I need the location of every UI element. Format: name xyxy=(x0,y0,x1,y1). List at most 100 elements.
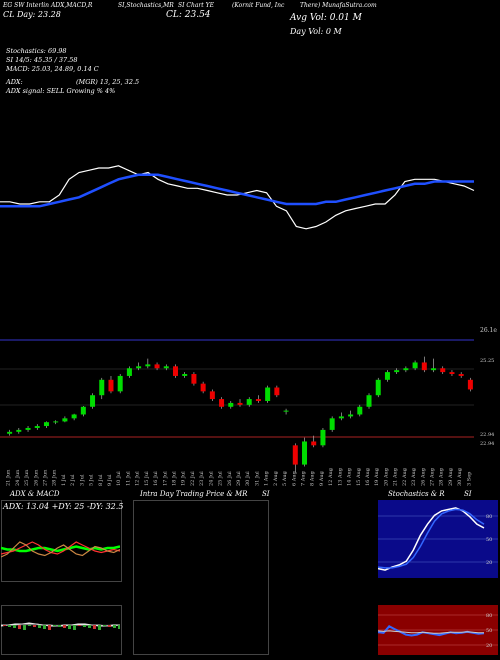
candle-body xyxy=(154,364,160,369)
candle-body xyxy=(348,414,354,417)
macd-histogram-bar xyxy=(23,625,26,630)
x-tick-label: 28 Aug xyxy=(439,467,445,486)
x-tick-label: 25 Jul xyxy=(218,471,224,486)
macd-histogram-bar xyxy=(48,625,51,630)
candle-body xyxy=(191,374,197,384)
header-line1-c: SI Chart YE xyxy=(178,2,214,9)
avg-volume: Avg Vol: 0.01 M xyxy=(290,13,362,23)
candle-body xyxy=(25,427,31,430)
candle-body xyxy=(246,399,252,405)
x-tick-label: 28 Jun xyxy=(52,469,58,486)
intraday-panel-title: Intra Day Trading Price & MR xyxy=(140,490,248,498)
macd-histogram-bar xyxy=(78,625,81,626)
x-tick-label: 30 Aug xyxy=(457,467,463,486)
adx-readout: ADX: xyxy=(6,78,23,86)
candle-body xyxy=(403,368,409,371)
candle-body xyxy=(384,372,390,380)
macd-histogram-bar xyxy=(98,625,101,630)
x-tick-label: 27 Jun xyxy=(42,469,48,486)
header-line1-e: There) MunafaSutra.com xyxy=(300,2,377,9)
intraday-panel-title-b: SI xyxy=(262,490,270,498)
candle-body xyxy=(34,426,40,428)
macd-histogram-bar xyxy=(83,625,86,627)
si-readout: SI 14/5: 45.35 / 37.58 xyxy=(6,56,78,64)
macd-histogram-bar xyxy=(88,625,91,628)
candle-body xyxy=(228,402,234,407)
candle-body xyxy=(145,364,151,367)
price-left: CL Day: 23.28 xyxy=(3,10,61,19)
x-tick-label: 6 Aug xyxy=(291,470,297,486)
axis-label-top: 26.1e xyxy=(480,327,497,334)
adx-series-1 xyxy=(1,541,120,555)
stoch-lines: 80 50 20 xyxy=(378,507,498,571)
x-tick-label: 3 Jul xyxy=(79,474,85,486)
candle-body xyxy=(274,387,280,396)
macd-histogram-bar xyxy=(28,625,31,626)
x-tick-label: 31 Jul xyxy=(254,471,260,486)
candle-body xyxy=(320,429,326,446)
axis-label-low1: 22.94 xyxy=(480,432,494,438)
candle-body xyxy=(117,375,123,392)
candle-body xyxy=(357,406,363,415)
header-line1-d: (Kornit Fund, Inc xyxy=(232,2,285,9)
stoch-label-80: 80 xyxy=(486,514,492,520)
candle-body xyxy=(237,402,243,405)
rsi-label-80: 80 xyxy=(486,613,492,619)
x-tick-label: 11 Jul xyxy=(125,471,131,486)
overview-series-1 xyxy=(0,173,474,208)
macd-histogram-bar xyxy=(108,625,111,627)
macd-histogram-bar xyxy=(113,625,116,628)
x-tick-label: 5 Jul xyxy=(89,474,95,486)
rsi-lines: 80 50 20 xyxy=(378,613,498,649)
candle-body xyxy=(163,366,169,369)
stoch-panel-title: Stochastics & R xyxy=(388,490,445,498)
macd-lines xyxy=(1,622,120,630)
candle-body xyxy=(7,431,13,434)
candle-body xyxy=(80,406,86,415)
x-tick-label: 9 Jul xyxy=(107,474,113,486)
x-tick-label: 29 Aug xyxy=(448,467,454,486)
x-tick-label: 1 Aug xyxy=(264,470,270,486)
candle-body xyxy=(172,366,178,376)
x-tick-label: 23 Jul xyxy=(199,471,205,486)
x-tick-label: 21 Jun xyxy=(6,469,12,486)
x-tick-label: 2 Jul xyxy=(70,474,76,486)
candle-body xyxy=(62,418,68,422)
x-axis-labels: 21 Jun 24 Jun 25 Jun 26 Jun 27 Jun 28 Jun 1 Ju… xyxy=(6,467,473,486)
candle-body xyxy=(90,395,96,407)
x-tick-label: 26 Jun xyxy=(33,469,39,486)
intraday-panel xyxy=(133,500,269,655)
x-tick-label: 10 Jul xyxy=(116,471,122,486)
macd-histogram-bar xyxy=(63,625,66,628)
candle-body xyxy=(394,370,400,373)
x-tick-label: 3 Sep xyxy=(466,472,472,486)
x-tick-label: 5 Aug xyxy=(282,470,288,486)
candle-body xyxy=(209,391,215,400)
x-tick-label: 12 Jul xyxy=(135,471,141,486)
candle-body xyxy=(99,379,105,396)
macd-histogram-bar xyxy=(13,625,16,628)
rsi-label-50: 50 xyxy=(486,628,492,634)
candle-body xyxy=(126,368,132,376)
x-tick-label: 14 Aug xyxy=(347,467,353,486)
candle-body xyxy=(108,379,114,392)
x-tick-label: 12 Aug xyxy=(328,467,334,486)
candle-body xyxy=(53,421,59,423)
adx-series-2 xyxy=(1,541,120,558)
candle-body xyxy=(421,362,427,371)
x-tick-label: 8 Jul xyxy=(98,474,104,486)
adx-signal: ADX signal: SELL Growing % 4% xyxy=(6,87,116,95)
macd-histogram-bar xyxy=(3,625,6,626)
macd-histogram-bar xyxy=(68,625,71,629)
x-tick-label: 17 Jul xyxy=(162,471,168,486)
x-tick-label: 15 Aug xyxy=(356,467,362,486)
stoch-label-50: 50 xyxy=(486,537,492,543)
axis-label-low2: 22.94 xyxy=(480,441,494,447)
candle-body xyxy=(412,362,418,369)
candle-body xyxy=(292,445,298,465)
mrsi-readout: (MGR) 13, 25, 32.5 xyxy=(76,78,140,86)
x-tick-label: 9 Aug xyxy=(319,470,325,486)
stoch-series-0 xyxy=(378,507,485,571)
candles xyxy=(7,356,473,473)
adx-series-0 xyxy=(1,545,120,553)
